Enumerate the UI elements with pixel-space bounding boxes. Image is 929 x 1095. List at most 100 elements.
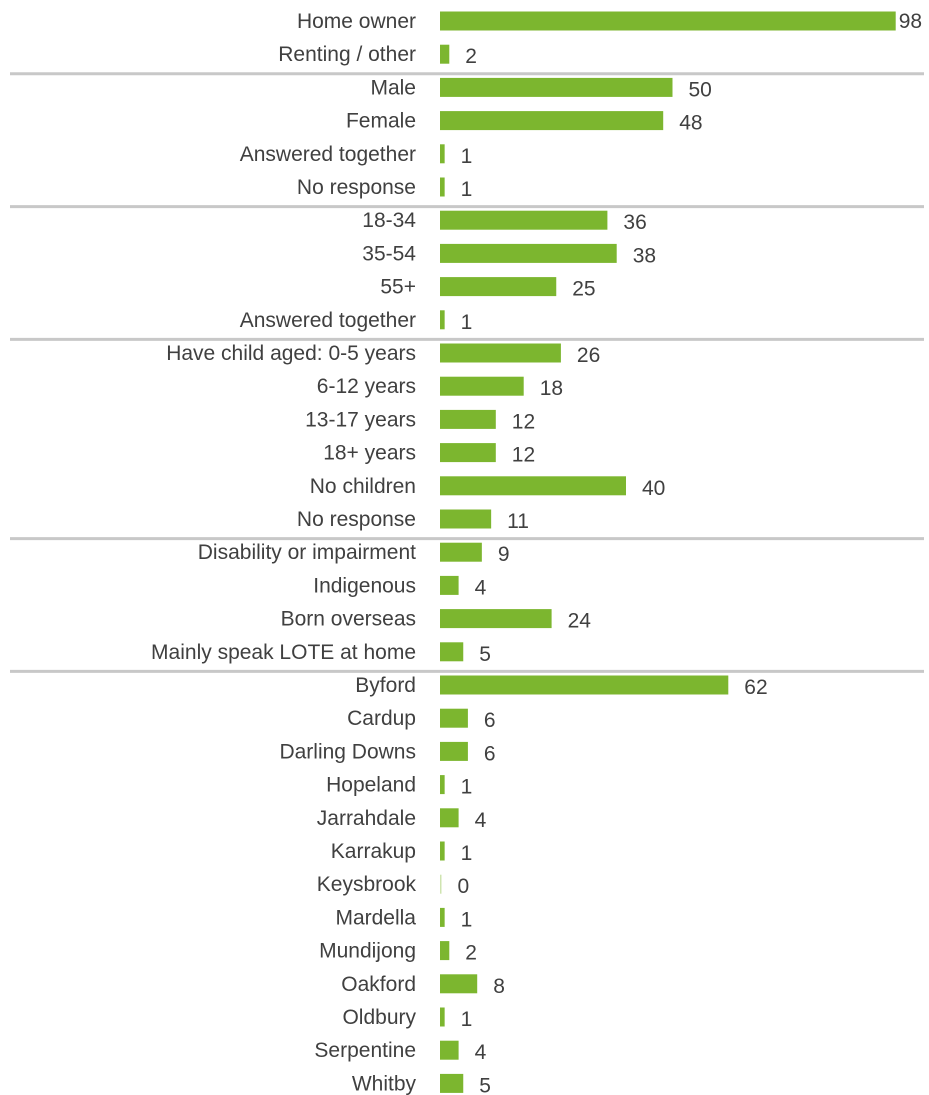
category-label: Indigenous — [313, 574, 416, 597]
value-label: 18 — [540, 377, 563, 400]
bar — [440, 443, 496, 463]
category-label: No response — [297, 508, 416, 531]
value-label: 12 — [512, 444, 535, 467]
category-label: Cardup — [347, 707, 416, 730]
value-label: 98 — [899, 10, 922, 33]
value-label: 1 — [461, 145, 473, 168]
category-label: Mardella — [335, 906, 416, 929]
bar — [440, 775, 445, 795]
category-label: Have child aged: 0-5 years — [166, 342, 416, 365]
value-label: 11 — [507, 510, 529, 533]
value-label: 1 — [461, 178, 473, 201]
category-label: Byford — [355, 674, 416, 697]
category-label: Hopeland — [326, 774, 416, 797]
category-label: Jarrahdale — [317, 807, 416, 830]
value-label: 1 — [461, 842, 473, 865]
category-label: Darling Downs — [279, 740, 416, 763]
category-label: Karrakup — [331, 840, 416, 863]
value-label: 26 — [577, 344, 600, 367]
value-label: 9 — [498, 543, 510, 566]
bar — [440, 1040, 459, 1060]
bar — [440, 808, 459, 828]
bar — [440, 642, 464, 662]
value-label: 38 — [633, 244, 656, 267]
value-label: 5 — [479, 1074, 491, 1095]
category-label: 18-34 — [362, 209, 416, 232]
bar — [440, 841, 445, 861]
category-label: Keysbrook — [317, 873, 417, 896]
category-label: Oldbury — [342, 1006, 416, 1029]
value-label: 6 — [484, 742, 496, 765]
bar — [440, 210, 608, 230]
value-label: 1 — [461, 908, 473, 931]
category-label: Female — [346, 110, 416, 133]
category-label: Male — [370, 76, 416, 99]
bar — [440, 111, 664, 131]
value-label: 40 — [642, 477, 665, 500]
value-label: 48 — [679, 112, 702, 135]
value-label: 0 — [458, 875, 470, 898]
category-label: Oakford — [341, 973, 416, 996]
bar — [440, 509, 492, 529]
bar — [440, 575, 459, 595]
category-label: Mainly speak LOTE at home — [151, 641, 416, 664]
bar — [440, 44, 450, 64]
category-label: Whitby — [352, 1072, 417, 1095]
bar — [440, 675, 729, 695]
value-label: 4 — [475, 1041, 487, 1064]
value-label: 24 — [568, 610, 592, 633]
bar — [440, 1073, 464, 1093]
bar — [440, 277, 557, 297]
category-label: Home owner — [297, 10, 416, 33]
category-label: No response — [297, 176, 416, 199]
bar — [440, 409, 496, 429]
bar — [440, 376, 524, 396]
value-label: 8 — [493, 975, 505, 998]
value-label: 1 — [461, 311, 473, 334]
value-label: 4 — [475, 809, 487, 832]
value-label: 25 — [572, 278, 595, 301]
category-label: 6-12 years — [317, 375, 416, 398]
bar — [440, 741, 468, 761]
value-label: 12 — [512, 410, 535, 433]
category-label: Mundijong — [319, 940, 416, 963]
category-label: Answered together — [240, 143, 416, 166]
category-label: Disability or impairment — [198, 541, 416, 564]
value-label: 2 — [465, 45, 477, 68]
bar — [440, 907, 445, 927]
bar — [440, 144, 445, 164]
category-label: Renting / other — [278, 43, 416, 66]
category-label: No children — [310, 475, 416, 498]
value-label: 1 — [461, 1008, 473, 1031]
value-label: 36 — [623, 211, 646, 234]
category-label: 13-17 years — [305, 408, 416, 431]
value-label: 62 — [744, 676, 767, 699]
category-label: 18+ years — [323, 442, 416, 465]
value-label: 1 — [461, 776, 473, 799]
category-label: Born overseas — [281, 608, 416, 631]
value-label: 2 — [465, 942, 477, 965]
category-label: 35-54 — [362, 242, 416, 265]
value-label: 4 — [475, 576, 487, 599]
bar — [440, 343, 561, 363]
value-label: 5 — [479, 643, 491, 666]
bar — [440, 708, 468, 728]
bar — [440, 874, 442, 894]
bar — [440, 609, 552, 629]
category-label: 55+ — [380, 276, 416, 299]
bar — [440, 1007, 445, 1027]
bar — [440, 243, 617, 263]
bar — [440, 476, 626, 496]
value-label: 6 — [484, 709, 496, 732]
bar — [440, 11, 896, 31]
value-label: 50 — [689, 78, 712, 101]
bar — [440, 310, 445, 330]
bar — [440, 177, 445, 197]
category-label: Answered together — [240, 309, 416, 332]
bar — [440, 974, 478, 994]
bar — [440, 542, 482, 562]
bar — [440, 77, 673, 97]
category-label: Serpentine — [314, 1039, 416, 1062]
bar — [440, 941, 450, 961]
